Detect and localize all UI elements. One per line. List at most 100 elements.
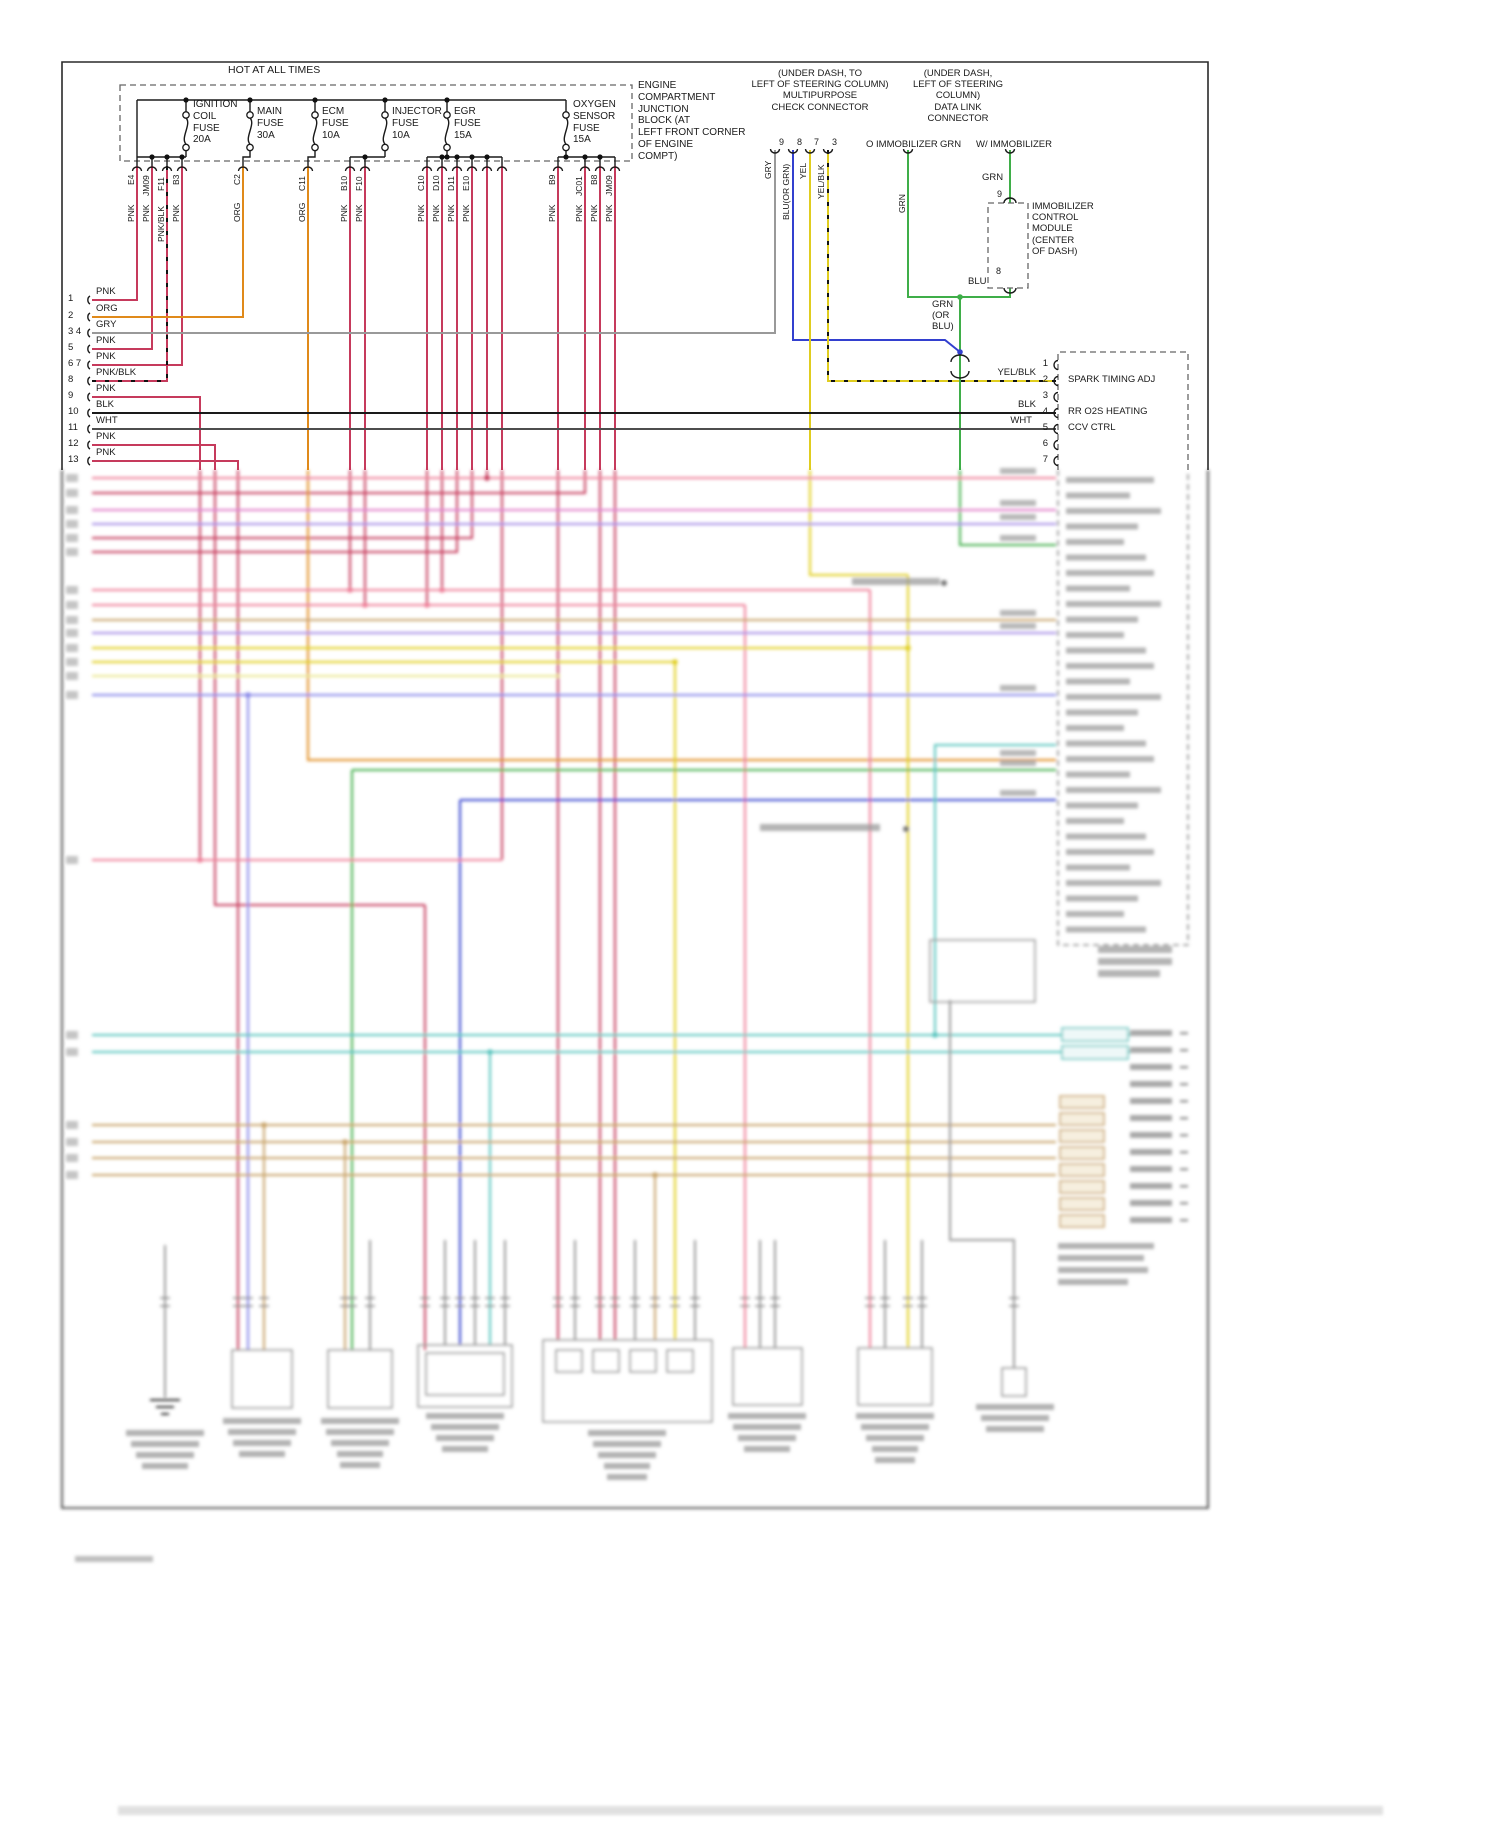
left-connector-wire-color-label: PNK: [96, 335, 116, 346]
blurred-component-box: [666, 1349, 694, 1373]
connector-arc: [822, 148, 834, 154]
blurred-connector-tick: [160, 1297, 170, 1307]
junction-dot: [362, 154, 368, 160]
junction-dot: [312, 97, 318, 103]
ecm-pin-arc: [1053, 359, 1059, 371]
fuse-terminal: [246, 111, 254, 119]
top-connector-pin-label: F10: [354, 176, 364, 191]
sharp-region: [61, 61, 1209, 470]
connector-arc: [609, 166, 621, 172]
blurred-dash: [1180, 1168, 1188, 1171]
wire-grn-net: [907, 150, 1011, 470]
junction-dot: [179, 154, 185, 160]
blurred-connector-tick: [420, 1297, 430, 1307]
fuse-terminal: [311, 111, 319, 119]
blurred-pin-number: [66, 520, 78, 528]
blurred-text-placeholder: [1066, 570, 1154, 576]
blurred-connector-tick: [690, 1297, 700, 1307]
top-connector-pin-label: JC01: [574, 176, 584, 196]
fuse-elements: [183, 117, 569, 145]
blu-wire-label: BLU: [968, 276, 987, 287]
wire-yelblk: [827, 150, 1056, 382]
blurred-component-box: [555, 1349, 583, 1373]
blurred-caption-line: [728, 1413, 806, 1419]
multipurpose-wire-color-label: GRY: [763, 160, 773, 179]
immobilizer-module-label: IMMOBILIZER CONTROL MODULE (CENTER OF DA…: [1032, 201, 1094, 257]
junction-dot: [582, 154, 588, 160]
blurred-text-placeholder: [852, 578, 940, 585]
blurred-text-placeholder: [1066, 771, 1130, 778]
connector-arc: [237, 166, 249, 172]
blurred-connector-block: [1059, 1180, 1105, 1194]
blurred-caption-line: [856, 1413, 934, 1419]
top-connector-wire-color-label: PNK: [416, 204, 426, 222]
ecm-pin-number: 1: [1042, 358, 1048, 369]
blurred-text-placeholder: [1066, 647, 1146, 654]
blurred-pin-number: [66, 601, 78, 609]
fuse-terminal: [182, 143, 190, 152]
blurred-caption-line: [321, 1418, 399, 1424]
left-connector-pin-number: 5: [68, 342, 74, 353]
blurred-text-placeholder: [1058, 1255, 1144, 1261]
connector-arc: [594, 166, 606, 172]
ecm-pin-arc: [1053, 455, 1059, 467]
connector-arc: [161, 166, 173, 172]
ecm-pin-function-label: SPARK TIMING ADJ: [1068, 374, 1156, 385]
fuse-terminal: [381, 143, 389, 152]
blurred-text-placeholder: [1000, 790, 1036, 796]
blurred-dash: [1180, 1100, 1188, 1103]
blurred-component-box: [417, 1344, 513, 1408]
blurred-text-placeholder: [1066, 554, 1146, 561]
ecm-pin-number: 5: [1042, 422, 1048, 433]
blurred-text-placeholder: [1058, 1243, 1154, 1249]
blurred-junction-dot: [484, 475, 490, 481]
blurred-text-placeholder: [1130, 1183, 1172, 1189]
wire-row13-pnk: [92, 460, 239, 470]
blurred-text-placeholder: [1066, 849, 1154, 855]
blurred-component-box: [542, 1339, 713, 1423]
ecm-box-top: [1057, 351, 1189, 470]
blurred-text-placeholder: [1066, 911, 1124, 917]
blurred-text-placeholder: [1000, 514, 1036, 520]
blurred-connector-tick: [440, 1297, 450, 1307]
blurred-component-box: [592, 1349, 620, 1373]
blurred-connector-tick: [917, 1297, 927, 1307]
blurred-connector-tick: [865, 1297, 875, 1307]
blurred-connector-block: [1059, 1112, 1105, 1126]
blurred-caption-line: [733, 1424, 801, 1430]
blurred-connector-block: [1059, 1129, 1105, 1143]
ecm-pin-function-label: RR O2S HEATING: [1068, 406, 1148, 417]
fuse-terminal: [562, 111, 570, 119]
fuse-terminal: [381, 111, 389, 119]
blurred-pin-number: [66, 644, 78, 652]
wire-cluster-pnk-verticals: [349, 166, 616, 470]
ecm-pin-number: 2: [1042, 374, 1048, 385]
junction-dot: [382, 97, 388, 103]
blurred-pin-number: [66, 856, 78, 864]
left-connector-pin-number: 2: [68, 310, 74, 321]
blurred-caption-line: [861, 1424, 929, 1430]
blurred-connector-tick: [259, 1297, 269, 1307]
top-connector-wire-color-label: PNK: [604, 204, 614, 222]
blurred-connector-tick: [650, 1297, 660, 1307]
blurred-text-placeholder: [1066, 926, 1146, 933]
blurred-connector-block: [1059, 1197, 1105, 1211]
blurred-wire: [1057, 470, 1189, 946]
wire-jm09-pnk: [92, 166, 153, 350]
blurred-text-placeholder: [1066, 678, 1130, 685]
immobilizer-pin9-label: 9: [997, 189, 1003, 199]
blurred-dash: [1180, 1049, 1188, 1052]
blurred-caption-line: [136, 1452, 194, 1458]
left-connector-wire-color-label: PNK: [96, 286, 116, 297]
top-connector-pin-label: C11: [297, 176, 307, 191]
connector-arc: [344, 166, 356, 172]
top-connector-pin-label: C10: [416, 175, 426, 191]
blurred-connector-tick: [347, 1297, 357, 1307]
junction-dot: [454, 154, 460, 160]
blurred-pin-number: [66, 658, 78, 666]
blurred-text-placeholder: [1130, 1115, 1172, 1121]
blurred-connector-tick: [880, 1297, 890, 1307]
ecm-pin-number: 6: [1042, 438, 1048, 449]
grn-or-blu-label: GRN (OR BLU): [932, 299, 954, 333]
